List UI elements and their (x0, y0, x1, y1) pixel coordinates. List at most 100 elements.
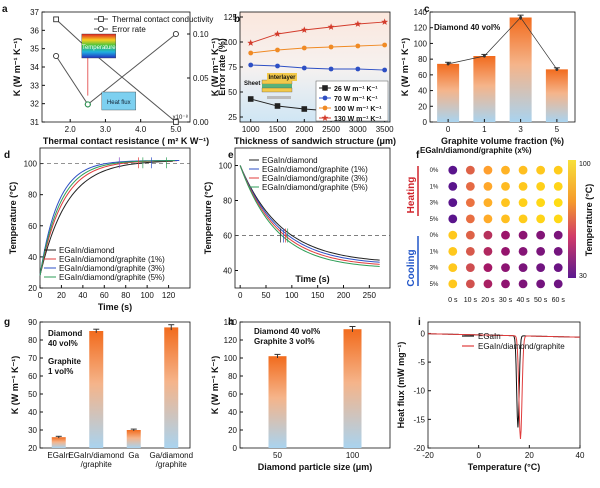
x-tick-label: 3500 (376, 125, 394, 134)
heat-cell (553, 181, 563, 191)
series-line (239, 165, 380, 263)
panel-letter: c (424, 4, 430, 15)
heat-cell (518, 279, 528, 289)
chart-title: EGaIn/diamond/graphite (x%) (420, 146, 532, 155)
x-tick-label: EGaIn/diamond (68, 451, 124, 460)
y-tick-label: 20 (28, 284, 37, 293)
column-label: 10 s (464, 297, 478, 304)
x-tick-label: 2.0 (65, 125, 77, 134)
plot-frame (429, 11, 576, 123)
x-tick-label: 0 (446, 125, 451, 134)
heat-cell (483, 246, 493, 256)
heat-cell (483, 279, 493, 289)
y-tick-label: 35 (30, 45, 39, 54)
legend-label: EGaIn/diamond/graphite (1%) (262, 165, 368, 174)
heat-cell (483, 263, 493, 273)
data-point (482, 54, 486, 58)
y-axis-label: Temperature (°C) (203, 182, 213, 254)
column-label: 0 s (448, 297, 458, 304)
data-point (382, 42, 388, 48)
temperature-inset (81, 33, 117, 59)
colorbar-tick: 30 (579, 273, 587, 280)
y-tick-label: 40 (28, 408, 37, 417)
data-point (446, 62, 450, 66)
panel-letter: g (4, 317, 10, 328)
x-tick-label: Ga/diamond (149, 451, 193, 460)
heat-cell (536, 279, 546, 289)
y-tick-label: 50 (28, 390, 37, 399)
legend-label: EGaIn/diamond (262, 156, 318, 165)
heat-cell (518, 214, 528, 224)
legend-marker (321, 114, 329, 121)
data-point (328, 44, 334, 50)
y-tick-label: 60 (228, 390, 237, 399)
x-tick-label: 50 (273, 451, 282, 460)
data-point (301, 45, 307, 51)
heat-cell (448, 279, 458, 289)
y-tick-label: 20 (418, 102, 427, 111)
y-tick-label: 30 (28, 426, 37, 435)
y-tick-label: 140 (414, 8, 428, 17)
heat-cell (501, 246, 510, 256)
heat-cell (536, 181, 546, 191)
heat-cell (465, 165, 475, 175)
heat-cell (518, 230, 528, 240)
heat-cell (448, 230, 458, 240)
data-point (555, 67, 559, 71)
y-tick-label: 31 (30, 118, 39, 127)
series-line (250, 64, 385, 71)
x-tick-label: 60 (100, 291, 109, 300)
y-tick-label: 60 (28, 372, 37, 381)
bar (126, 430, 141, 448)
y-tick-label: 0 (421, 329, 426, 338)
data-point (355, 43, 361, 49)
row-label: 0% (430, 168, 439, 174)
group-label: Heating (406, 177, 417, 214)
panel-letter: b (234, 14, 240, 25)
group-label: Cooling (406, 249, 417, 286)
column-label: 30 s (499, 297, 513, 304)
x-tick-label: 40 (78, 291, 87, 300)
heat-cell (465, 214, 475, 224)
plot-frame (39, 321, 191, 449)
y-tick-label: 33 (30, 81, 39, 90)
heat-cell (465, 230, 475, 240)
x-axis-label: Diamond particle size (μm) (258, 462, 373, 472)
x-multiplier: x10⁻⁸ (173, 114, 189, 121)
heat-cell (483, 165, 493, 175)
legend-label: EGaIn/diamond/graphite (478, 342, 565, 351)
panel-h: 0 20 40 60 80 100 120 140 50 100 Diamond 40 vol%Gr… (210, 318, 391, 472)
heat-cell (553, 165, 563, 175)
heat-cell (536, 263, 546, 273)
y-tick-label: 37 (30, 8, 39, 17)
y-tick-label: 80 (223, 197, 232, 206)
y-tick-label: 100 (224, 38, 238, 47)
y-tick-label: 80 (28, 336, 37, 345)
x-tick-label: EGaIn (47, 451, 70, 460)
x-tick-label: 2000 (295, 125, 313, 134)
heat-cell (536, 198, 546, 208)
heat-flux-inset (101, 91, 137, 111)
plot-frame (234, 147, 391, 289)
panel-e: 0 50 100 150 200 250406080100EGaIn/diamondEGa… (203, 147, 391, 300)
heat-cell (483, 230, 493, 240)
y-axis-label: K (W m⁻¹ K⁻¹) (210, 356, 220, 415)
bar (473, 56, 496, 122)
y-tick-label: 80 (418, 55, 427, 64)
heat-cell (483, 181, 493, 191)
colorbar (568, 160, 576, 278)
x-tick-label: 4.0 (135, 125, 147, 134)
annotation: Diamond (48, 329, 82, 338)
series-line (239, 165, 380, 261)
y-tick-label: 140 (224, 318, 238, 327)
panel-d: 0 20 40 60 80 100 12020406080100EGaIn/diamondE… (8, 147, 191, 312)
heat-cell (448, 246, 458, 256)
panel-letter: e (228, 150, 234, 161)
heat-cell (536, 230, 546, 240)
colorbar-tick: 100 (579, 161, 591, 168)
legend-label: 130 W m⁻¹ K⁻¹ (334, 116, 382, 123)
y-tick-label: -20 (413, 444, 425, 453)
y-axis-label: K (W m⁻¹ K⁻¹) (400, 38, 410, 97)
y-axis-label: Heat flux (mW mg⁻¹) (396, 342, 406, 429)
